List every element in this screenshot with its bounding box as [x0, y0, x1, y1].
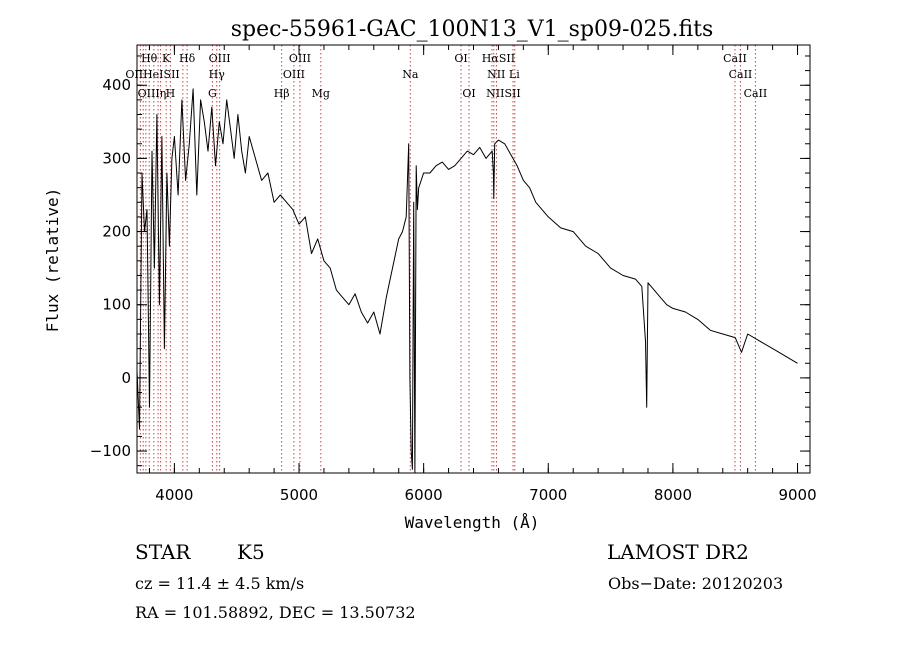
x-tick-label: 6000 — [405, 486, 443, 504]
line-label: OIII — [283, 68, 305, 81]
line-label: HαSII — [482, 52, 515, 65]
redshift-velocity: cz = 11.4 ± 4.5 km/s — [135, 574, 305, 593]
survey-name: LAMOST DR2 — [607, 540, 749, 564]
y-tick-label: −100 — [90, 442, 131, 460]
line-label: Mg — [312, 87, 330, 100]
line-label: OI — [462, 87, 475, 100]
sky-coordinates: RA = 101.58892, DEC = 13.50732 — [135, 603, 416, 622]
line-label: OIII — [289, 52, 311, 65]
line-label: OIIIη — [138, 87, 167, 100]
x-tick-label: 9000 — [778, 486, 816, 504]
y-tick-label: 300 — [102, 149, 131, 167]
plot-frame — [136, 44, 811, 474]
line-label: NIISII — [486, 87, 521, 100]
line-label: CaII — [729, 68, 753, 81]
x-axis-label: Wavelength (Å) — [405, 513, 540, 532]
line-label: NII Li — [487, 68, 520, 81]
y-tick-label: 400 — [102, 76, 131, 94]
line-label: OI — [454, 52, 467, 65]
y-tick-label: 200 — [102, 223, 131, 241]
x-tick-label: 4000 — [155, 486, 193, 504]
x-tick-label: 5000 — [280, 486, 318, 504]
y-tick-label: 100 — [102, 296, 131, 314]
line-label: Hβ — [274, 87, 290, 100]
line-label: Na — [402, 68, 419, 81]
line-label: Hγ — [209, 68, 226, 81]
line-label: OIIHeISII — [125, 68, 179, 81]
line-label: G — [208, 87, 217, 100]
line-label: Hθ — [141, 52, 158, 65]
x-tick-label: 8000 — [654, 486, 692, 504]
chart-title: spec-55961-GAC_100N13_V1_sp09-025.fits — [231, 17, 714, 42]
x-tick-label: 7000 — [529, 486, 567, 504]
line-label: K — [162, 52, 171, 65]
y-axis-label: Flux (relative) — [43, 188, 62, 333]
spectral-line-labels: Hθ K Hδ OIII OIII OI HαSII CaII OIIHeISII Hγ OIII N… — [125, 52, 767, 100]
object-type: STAR — [135, 540, 191, 564]
line-label: CaII — [723, 52, 747, 65]
observation-date: Obs−Date: 20120203 — [608, 574, 784, 593]
axis-ticks: 4000 5000 6000 7000 8000 9000 −100 0 100 200 300 40… — [90, 45, 817, 504]
line-label: OIII — [209, 52, 231, 65]
line-label: CaII — [744, 87, 768, 100]
spectrum-series-line — [136, 88, 798, 474]
line-label: H — [166, 87, 176, 100]
object-class: K5 — [237, 540, 265, 564]
line-markers — [139, 45, 756, 473]
line-label: Hδ — [179, 52, 196, 65]
y-tick-label: 0 — [121, 369, 131, 387]
